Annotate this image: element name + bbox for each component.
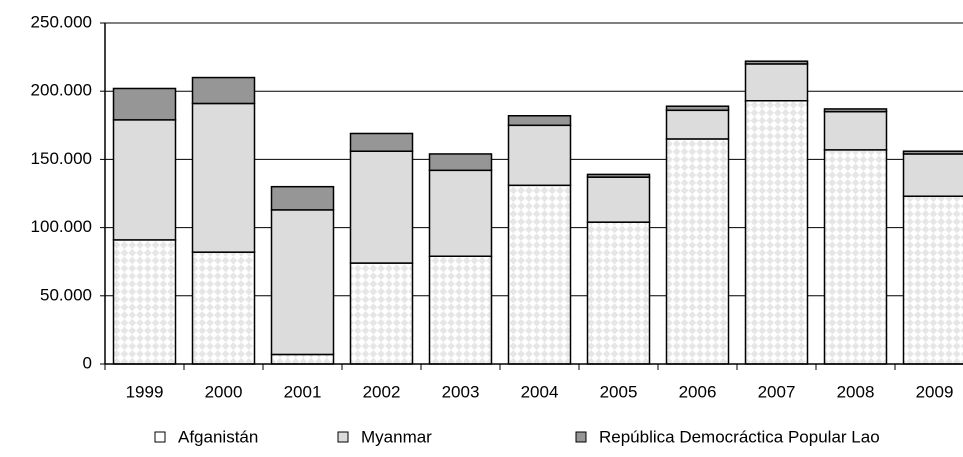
legend-marker <box>154 431 166 443</box>
x-tick-label: 2008 <box>837 382 875 401</box>
legend-label: Myanmar <box>361 427 432 446</box>
y-tick-label: 200.000 <box>31 81 92 100</box>
bar-segment <box>744 63 809 102</box>
bar-segment <box>112 239 177 365</box>
bar-segment <box>902 195 963 365</box>
bar-segment <box>349 150 414 264</box>
bar-segment <box>823 108 888 113</box>
bar-segment <box>349 132 414 152</box>
bar-segment <box>744 60 809 65</box>
bar-segment <box>270 353 335 365</box>
bar-segment <box>586 221 651 365</box>
y-tick-label: 100.000 <box>31 217 92 236</box>
y-tick-label: 150.000 <box>31 149 92 168</box>
bar-segment <box>270 209 335 356</box>
bar-segment <box>586 173 651 178</box>
x-tick-label: 2001 <box>284 382 322 401</box>
bar-segment <box>665 105 730 112</box>
x-tick-label: 2006 <box>679 382 717 401</box>
x-tick-label: 2003 <box>442 382 480 401</box>
bar-segment <box>428 153 493 172</box>
bar-segment <box>507 184 572 365</box>
bar-segment <box>665 109 730 140</box>
bar-segment <box>586 176 651 223</box>
bar-segment <box>902 153 963 197</box>
bar-segment <box>902 150 963 155</box>
bar-segment <box>191 76 256 105</box>
bar-segment <box>428 255 493 365</box>
y-tick-label: 0 <box>83 353 92 372</box>
bar-segment <box>112 87 177 121</box>
legend-marker <box>575 431 587 443</box>
x-tick-label: 2009 <box>916 382 954 401</box>
bar-segment <box>428 169 493 257</box>
y-tick-label: 250.000 <box>31 12 92 31</box>
legend-label: Afganistán <box>178 427 258 446</box>
x-tick-label: 2000 <box>205 382 243 401</box>
bar-segment <box>507 124 572 187</box>
bar-segment <box>191 102 256 253</box>
legend-marker <box>337 431 349 443</box>
x-tick-label: 2005 <box>600 382 638 401</box>
x-tick-label: 2004 <box>521 382 559 401</box>
bar-segment <box>270 185 335 211</box>
bar-segment <box>507 115 572 127</box>
x-tick-label: 2002 <box>363 382 401 401</box>
bar-segment <box>744 99 809 365</box>
x-tick-label: 2007 <box>758 382 796 401</box>
y-tick-label: 50.000 <box>40 285 92 304</box>
bar-segment <box>823 110 888 151</box>
bar-segment <box>823 149 888 365</box>
bar-segment <box>349 262 414 365</box>
legend-label: República Democráctica Popular Lao <box>599 427 880 446</box>
bar-segment <box>112 119 177 241</box>
bar-segment <box>665 138 730 365</box>
x-tick-label: 1999 <box>126 382 164 401</box>
bar-segment <box>191 251 256 365</box>
